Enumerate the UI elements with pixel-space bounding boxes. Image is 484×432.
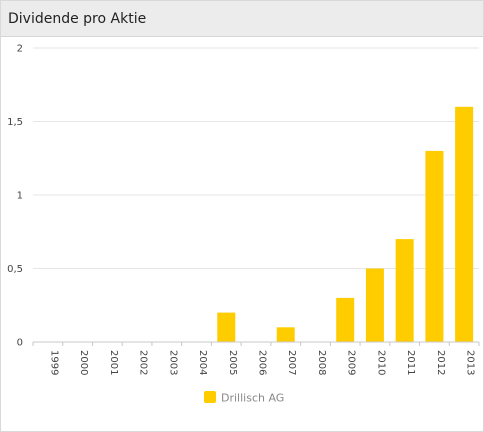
y-tick-label: 1: [17, 191, 23, 202]
bar-2005[interactable]: [217, 312, 236, 342]
y-tick-label: 0: [17, 338, 23, 349]
legend-swatch[interactable]: [204, 391, 216, 403]
bar-2007[interactable]: [276, 327, 295, 342]
dividend-bar-chart: 0 0,5 1 1,5 2 1999 2000 2001 2002 2003 2004 2005 20…: [7, 44, 480, 405]
x-tick-label: 2010: [375, 350, 386, 375]
y-tick-label: 0,5: [7, 264, 23, 275]
x-tick-label: 2002: [138, 350, 149, 375]
x-tick-label: 2000: [78, 350, 89, 375]
legend-label[interactable]: Drillisch AG: [221, 392, 284, 405]
x-tick-label: 2005: [227, 350, 238, 375]
x-tick-label: 2011: [405, 350, 416, 375]
panel-title: Dividende pro Aktie: [8, 11, 147, 27]
x-tick-label: 2008: [316, 350, 327, 375]
bar-2009[interactable]: [336, 297, 355, 342]
x-tick-label: 1999: [48, 350, 59, 375]
x-tick-label: 2004: [197, 350, 208, 375]
x-tick-label: 2003: [167, 350, 178, 375]
x-tick-label: 2013: [465, 350, 476, 375]
panel-header: Dividende pro Aktie: [1, 1, 483, 37]
x-axis-ticks: 1999 2000 2001 2002 2003 2004 2005 2006 2007 2008…: [32, 342, 480, 375]
bar-2013[interactable]: [455, 106, 474, 342]
bars: [217, 106, 474, 343]
x-tick-label: 2012: [435, 350, 446, 375]
grid-lines: [33, 47, 479, 269]
x-tick-label: 2009: [346, 350, 357, 375]
bar-2012[interactable]: [425, 150, 444, 342]
y-tick-label: 2: [17, 44, 23, 55]
legend[interactable]: Drillisch AG: [204, 391, 284, 405]
x-tick-label: 2007: [286, 350, 297, 375]
bar-2010[interactable]: [365, 268, 384, 343]
y-tick-label: 1,5: [7, 117, 23, 128]
x-tick-label: 2006: [257, 350, 268, 375]
x-tick-label: 2001: [108, 350, 119, 375]
y-axis-ticks: 0 0,5 1 1,5 2: [7, 44, 23, 349]
bar-2011[interactable]: [395, 239, 414, 342]
